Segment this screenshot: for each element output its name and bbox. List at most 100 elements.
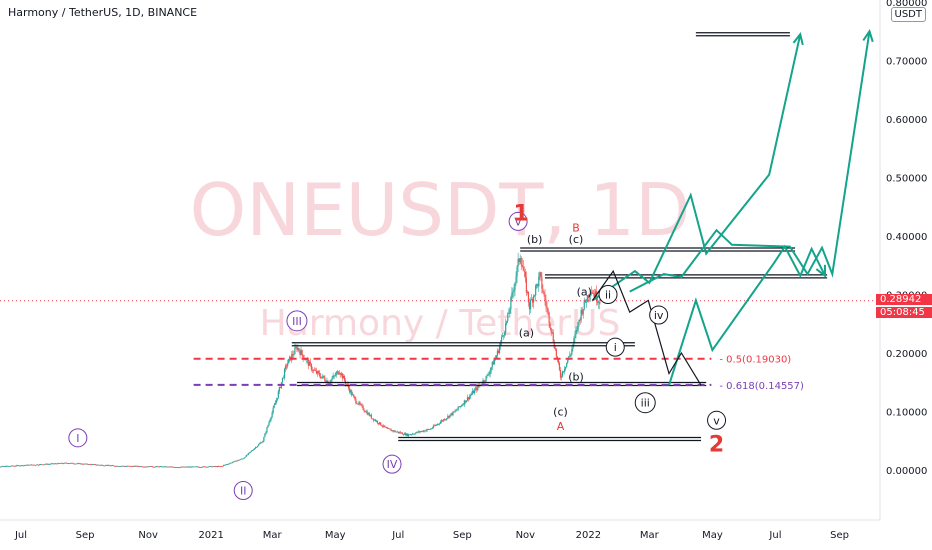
candle-body: [64, 462, 67, 464]
candle-body: [516, 266, 518, 277]
candle-body: [272, 407, 274, 413]
candle-body: [518, 258, 520, 262]
candle-body: [565, 366, 567, 370]
candle-body: [457, 406, 459, 410]
candle-body: [499, 341, 502, 347]
candle-body: [208, 466, 210, 468]
candle-body: [397, 431, 399, 433]
candle-body: [307, 359, 309, 366]
candle-body: [300, 350, 302, 356]
candle-body: [590, 292, 593, 294]
candle-body: [385, 427, 387, 428]
candle-body: [508, 313, 510, 315]
wave-label: 2: [709, 433, 724, 458]
candle-body: [492, 361, 494, 365]
candle-body: [585, 302, 587, 303]
candle-body: [140, 466, 142, 468]
wave-label-circle: [598, 285, 618, 305]
candle-body: [423, 430, 425, 432]
candle-body: [284, 365, 287, 369]
candle-body: [116, 465, 118, 467]
candle-body: [32, 464, 35, 466]
candle-body: [240, 458, 242, 460]
candle-body: [28, 464, 30, 466]
candle-body: [584, 299, 586, 303]
candle-body: [505, 323, 507, 333]
candle-body: [249, 451, 252, 453]
candle-body: [310, 363, 313, 370]
candle-body: [430, 428, 432, 430]
x-tick-label: Sep: [76, 530, 95, 541]
candle-body: [573, 338, 575, 345]
candle-body: [63, 462, 66, 464]
candle-body: [392, 430, 394, 432]
candle-body: [125, 466, 128, 467]
candle-body: [408, 434, 411, 436]
candle-body: [139, 466, 141, 468]
candle-body: [282, 377, 285, 379]
candle-body: [526, 291, 529, 293]
candle-body: [49, 463, 51, 465]
candle-body: [428, 429, 430, 431]
candle-body: [270, 417, 272, 420]
candle-body: [145, 466, 147, 468]
candle-body: [204, 466, 206, 468]
candle-body: [528, 302, 531, 310]
candle-body: [449, 414, 451, 418]
candle-body: [12, 465, 14, 467]
candle-body: [313, 369, 316, 371]
candle-body: [320, 376, 322, 379]
candle-body: [451, 413, 453, 415]
wave-label-circle: [508, 211, 528, 231]
currency-unit-button[interactable]: USDT: [890, 7, 926, 22]
candle-body: [167, 466, 169, 468]
candle-body: [576, 329, 578, 331]
candle-body: [403, 433, 406, 435]
candle-body: [354, 396, 356, 399]
candle-body: [498, 346, 501, 353]
candle-body: [211, 466, 213, 468]
candle-body: [475, 387, 477, 390]
candle-body: [74, 463, 76, 465]
projection-arrowhead: [815, 264, 827, 278]
candle-body: [179, 467, 181, 468]
candle-body: [394, 430, 396, 432]
candle-body: [108, 464, 110, 466]
last-price-tag: 0.28942: [876, 293, 932, 305]
candle-body: [544, 294, 546, 301]
candle-body: [70, 462, 72, 464]
candle-body: [170, 466, 172, 468]
forecast-path: [592, 269, 702, 386]
candle-body: [467, 397, 470, 400]
candle-body: [315, 370, 318, 374]
candle-body: [40, 464, 42, 466]
price-axis[interactable]: 0.000000.100000.200000.300000.400000.500…: [886, 0, 927, 477]
candle-body: [401, 432, 403, 435]
plot-area[interactable]: [0, 0, 880, 520]
candle-body: [271, 412, 273, 418]
x-tick-label: Nov: [516, 530, 536, 541]
candle-body: [176, 467, 178, 468]
candle-body: [266, 427, 268, 433]
candle-body: [111, 465, 113, 467]
candle-body: [252, 449, 255, 451]
candle-body: [464, 400, 467, 403]
candle-body: [36, 464, 39, 466]
candle-body: [265, 432, 267, 434]
time-axis[interactable]: Jul Sep Nov 2021 Mar May Jul Sep Nov 2022 Mar May Ju…: [14, 530, 849, 541]
candle-body: [115, 465, 117, 467]
candle-body: [269, 419, 271, 423]
projection-paths: [591, 29, 874, 386]
candle-body: [202, 466, 204, 468]
candle-body: [586, 295, 588, 303]
candle-body: [24, 465, 26, 467]
candle-body: [165, 466, 167, 468]
candle-body: [370, 414, 372, 419]
candle-body: [292, 354, 294, 356]
candle-body: [153, 466, 155, 468]
wave-label: V: [514, 215, 522, 228]
candle-body: [29, 464, 31, 466]
candle-body: [27, 464, 29, 466]
candle-body: [137, 465, 139, 467]
